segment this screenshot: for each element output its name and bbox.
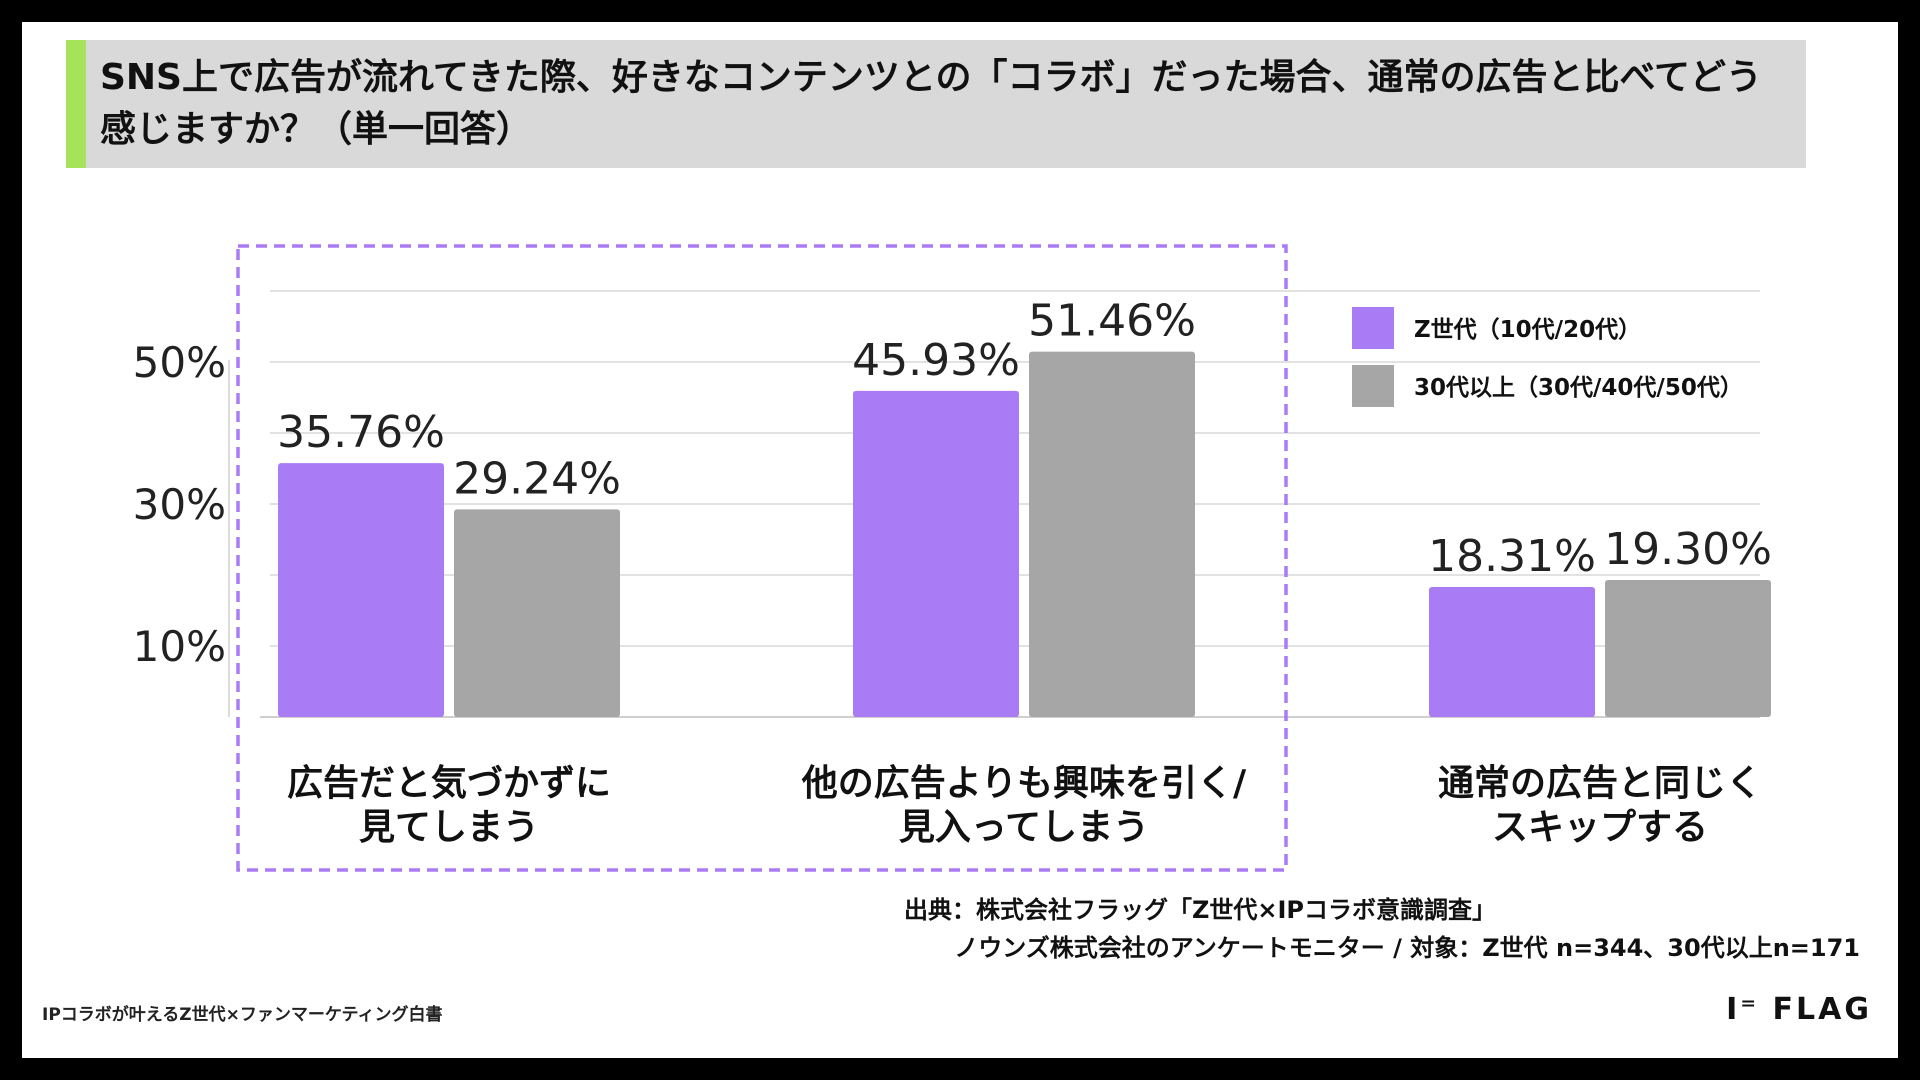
category-label: 他の広告よりも興味を引く/	[801, 763, 1247, 804]
data-label: 29.24%	[453, 453, 621, 504]
data-label: 51.46%	[1028, 296, 1196, 347]
source-line-1: 出典：株式会社フラッグ「Z世代×IPコラボ意識調査」	[903, 896, 1496, 924]
bar	[853, 390, 1019, 717]
title-accent-bar	[66, 40, 86, 168]
legend-swatch	[1352, 365, 1394, 407]
category-label: スキップする	[1492, 807, 1708, 848]
legend-label: Z世代（10代/20代）	[1414, 316, 1641, 343]
flag-logo: I⁼ FLAG	[1726, 992, 1872, 1027]
title-box	[66, 40, 1806, 168]
y-tick-label: 10%	[133, 622, 226, 671]
bar	[1029, 351, 1195, 717]
bar	[1605, 579, 1771, 717]
category-label: 広告だと気づかずに	[287, 763, 611, 804]
legend-swatch	[1352, 307, 1394, 349]
y-tick-label: 30%	[133, 480, 226, 529]
data-label: 35.76%	[277, 407, 445, 458]
data-label: 45.93%	[852, 335, 1020, 386]
category-label: 見てしまう	[359, 807, 539, 848]
source-line-2: ノウンズ株式会社のアンケートモニター / 対象：Z世代 n=344、30代以上n…	[954, 934, 1860, 962]
category-label: 通常の広告と同じく	[1438, 763, 1762, 804]
footer-document-title: IPコラボが叶えるZ世代×ファンマーケティング白書	[42, 1005, 443, 1025]
bar	[278, 463, 444, 717]
bar	[454, 509, 620, 717]
bar	[1429, 586, 1595, 717]
data-label: 19.30%	[1604, 524, 1772, 575]
legend-label: 30代以上（30代/40代/50代）	[1414, 374, 1743, 401]
data-label: 18.31%	[1428, 531, 1596, 582]
y-tick-label: 50%	[133, 338, 226, 387]
category-label: 見入ってしまう	[899, 807, 1149, 848]
highlight-box	[236, 244, 1288, 872]
page-title: SNS上で広告が流れてきた際、好きなコンテンツとの「コラボ」だった場合、通常の広…	[100, 57, 1763, 150]
